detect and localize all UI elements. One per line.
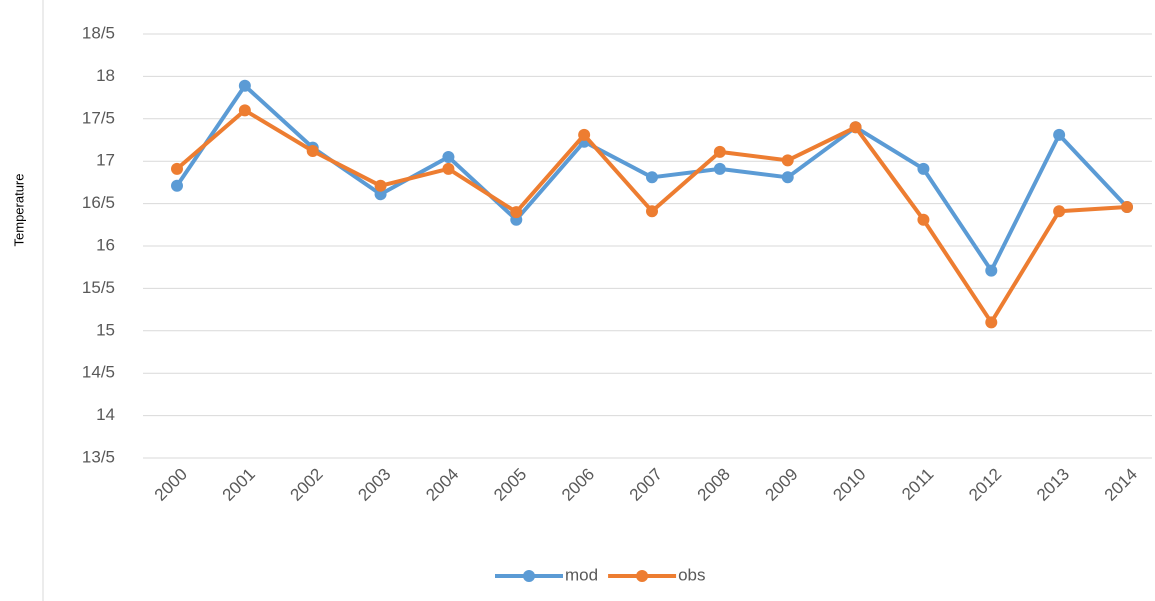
data-point <box>781 154 794 167</box>
data-point <box>238 79 251 92</box>
x-tick-label: 2003 <box>354 465 394 505</box>
legend-label: obs <box>678 565 705 584</box>
y-tick-label: 16/5 <box>82 193 115 212</box>
legend-label: mod <box>565 565 598 584</box>
data-point <box>171 162 183 175</box>
data-point <box>849 121 862 134</box>
data-point <box>917 162 930 175</box>
x-tick-label: 2012 <box>965 465 1005 505</box>
legend-marker <box>523 570 535 582</box>
data-point <box>646 205 658 218</box>
y-tick-label: 16 <box>96 235 115 254</box>
y-tick-label: 18/5 <box>82 23 115 42</box>
data-point <box>985 264 998 277</box>
data-point <box>578 128 591 141</box>
data-point <box>442 162 455 175</box>
data-point <box>917 213 930 226</box>
legend-item: obs <box>608 565 706 584</box>
data-point <box>1053 128 1066 141</box>
y-axis-label: Temperature <box>11 174 26 247</box>
y-tick-label: 15/5 <box>82 278 115 297</box>
x-tick-label: 2009 <box>762 465 802 505</box>
x-tick-label: 2004 <box>422 465 462 505</box>
data-point <box>171 179 183 192</box>
data-point <box>985 316 998 329</box>
y-tick-label: 17 <box>96 151 115 170</box>
data-point <box>442 150 455 163</box>
data-point <box>1053 205 1066 218</box>
x-tick-label: 2014 <box>1101 465 1141 505</box>
data-point <box>1121 200 1133 213</box>
y-tick-label: 13/5 <box>82 447 115 466</box>
y-tick-label: 15 <box>96 320 115 339</box>
y-tick-label: 17/5 <box>82 108 115 127</box>
data-point <box>713 162 726 175</box>
y-tick-label: 14/5 <box>82 363 115 382</box>
x-tick-label: 2006 <box>558 465 598 505</box>
y-tick-label: 14 <box>96 405 115 424</box>
x-tick-label: 2013 <box>1033 465 1073 505</box>
x-tick-label: 2002 <box>287 465 327 505</box>
x-tick-label: 2000 <box>151 465 191 505</box>
data-point <box>713 145 726 158</box>
data-point <box>374 179 387 192</box>
x-tick-label: 2001 <box>219 465 259 505</box>
data-point <box>238 104 251 117</box>
x-tick-label: 2010 <box>829 465 869 505</box>
x-tick-label: 2005 <box>490 465 530 505</box>
data-point <box>374 188 387 201</box>
x-tick-label: 2007 <box>626 465 666 505</box>
legend-item: mod <box>495 565 598 584</box>
legend-marker <box>636 570 649 582</box>
data-point <box>306 145 319 158</box>
data-point <box>510 206 523 219</box>
y-tick-label: 18 <box>96 66 115 85</box>
x-tick-label: 2008 <box>694 465 734 505</box>
data-point <box>646 171 658 184</box>
data-point <box>781 171 794 184</box>
x-tick-label: 2011 <box>898 465 937 504</box>
